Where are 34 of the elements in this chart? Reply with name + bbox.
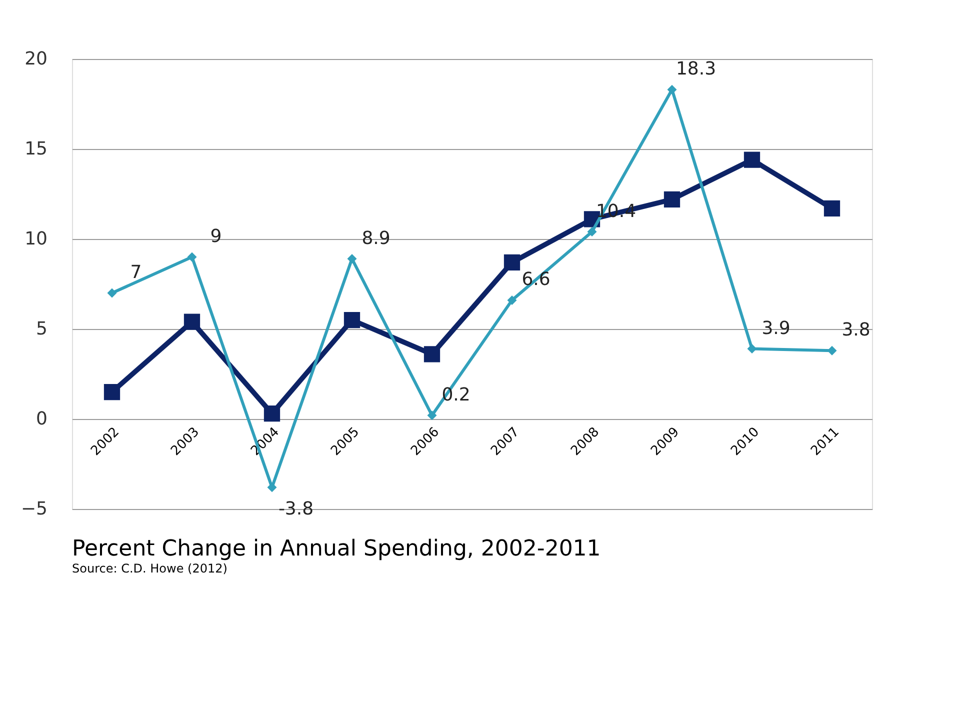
- point: [504, 254, 520, 270]
- point: [424, 346, 440, 362]
- point: [747, 344, 757, 354]
- point: [667, 84, 677, 94]
- data-label: 3.8: [842, 320, 870, 341]
- y-tick-label: 5: [36, 318, 48, 340]
- data-label: 7: [130, 262, 142, 283]
- point: [104, 384, 120, 400]
- y-tick-label: 10: [24, 228, 48, 250]
- data-label: 8.9: [362, 228, 390, 249]
- point: [344, 312, 360, 328]
- point: [427, 410, 437, 420]
- point: [827, 346, 837, 356]
- y-tick-label: −5: [20, 498, 48, 520]
- point: [184, 314, 200, 330]
- text: Percent Change in Annual Spending, 2002-2011: [72, 536, 601, 562]
- point: [507, 295, 517, 305]
- y-tick-label: 15: [24, 138, 48, 160]
- point: [824, 200, 840, 216]
- data-label: -3.8: [278, 498, 314, 520]
- data-label: 3.9: [762, 318, 790, 339]
- point: [347, 254, 357, 264]
- point: [264, 406, 280, 422]
- source-note: Source: C.D. Howe (2012): [72, 561, 228, 576]
- data-label: 18.3: [676, 58, 716, 80]
- point: [107, 288, 117, 298]
- point: [744, 152, 760, 168]
- point: [187, 252, 197, 262]
- data-label: 10.4: [596, 200, 636, 222]
- y-tick-label: 0: [36, 408, 48, 430]
- y-tick-label: 20: [24, 48, 48, 70]
- point: [664, 191, 680, 208]
- point: [587, 227, 597, 237]
- data-label: 9: [210, 226, 222, 247]
